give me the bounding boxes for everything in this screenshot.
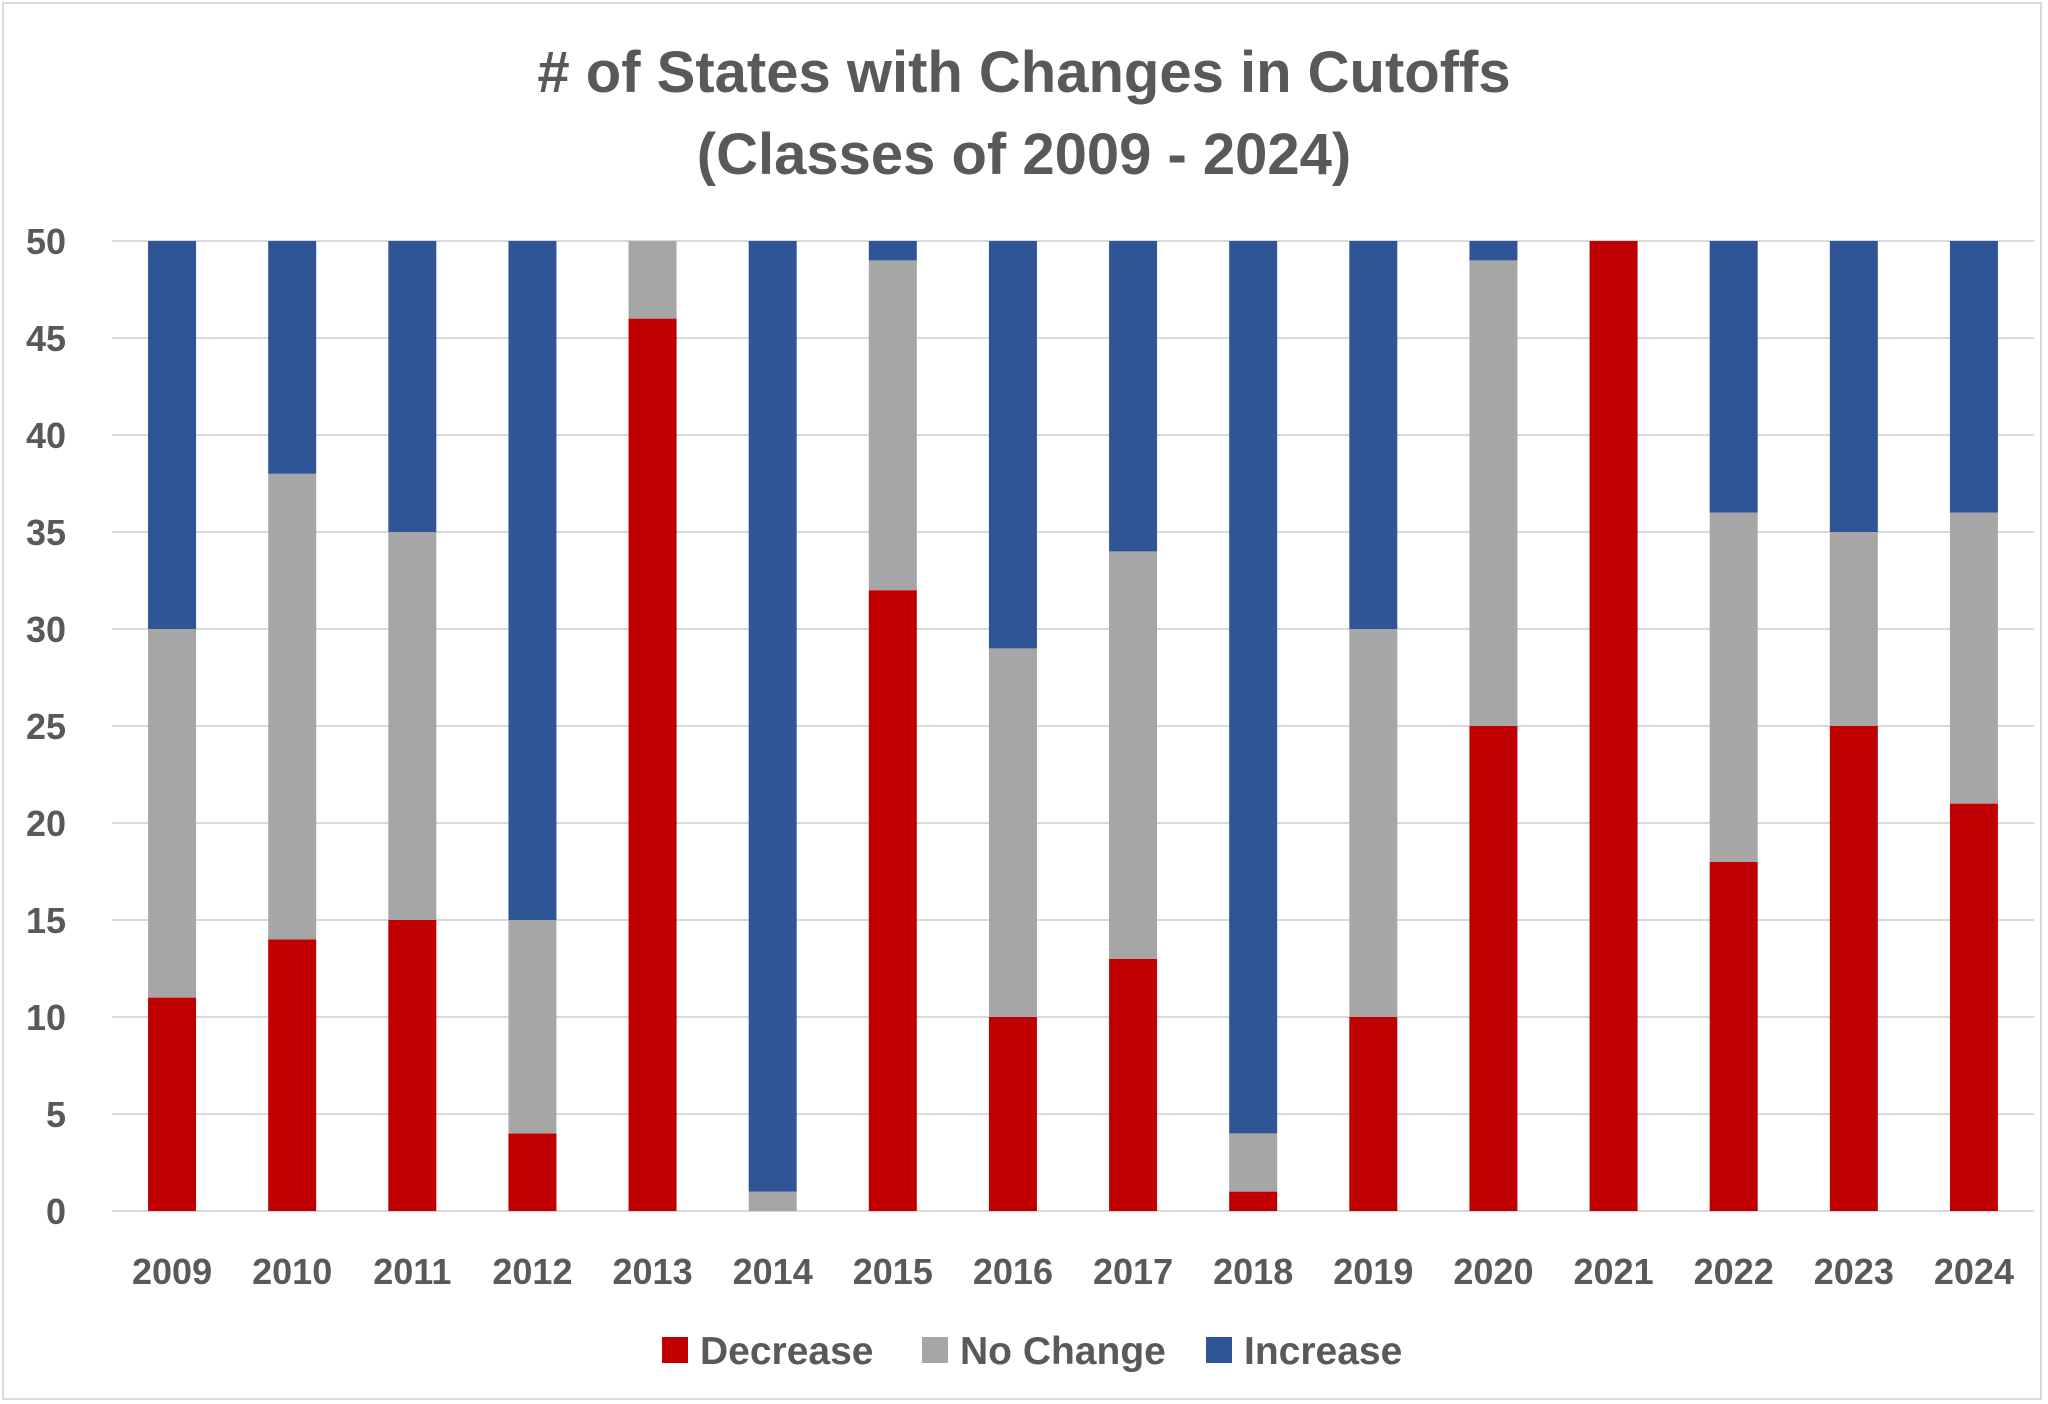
x-tick-label: 2010 (252, 1251, 332, 1292)
bar-2021-decrease (1589, 241, 1638, 1211)
bar-2017-no-change (1109, 551, 1158, 959)
x-tick-label: 2011 (373, 1251, 451, 1292)
bars (148, 241, 1998, 1212)
bar-2011-decrease (388, 920, 437, 1211)
y-tick-label: 35 (26, 512, 66, 553)
bar-2018-no-change (1229, 1133, 1278, 1192)
legend-label-increase: Increase (1244, 1330, 1402, 1373)
x-tick-label: 2012 (492, 1251, 572, 1292)
x-tick-label: 2020 (1453, 1251, 1533, 1292)
bar-2020-decrease (1469, 726, 1518, 1211)
bar-2016-decrease (988, 1017, 1037, 1211)
x-tick-label: 2022 (1694, 1251, 1774, 1292)
chart-title-line-1: # of States with Changes in Cutoffs (537, 40, 1510, 105)
x-tick-label: 2009 (132, 1251, 212, 1292)
legend-swatch-increase (1206, 1337, 1232, 1363)
bar-2013-no-change (628, 241, 677, 319)
bar-2010-no-change (268, 473, 317, 940)
legend-swatch-no-change (922, 1337, 948, 1363)
x-tick-label: 2016 (973, 1251, 1053, 1292)
y-tick-label: 5 (46, 1094, 66, 1135)
bar-2019-no-change (1349, 629, 1398, 1017)
x-tick-label: 2023 (1814, 1251, 1894, 1292)
y-tick-label: 15 (26, 900, 66, 941)
y-tick-label: 0 (46, 1191, 66, 1232)
x-axis-tick-labels: 2009 2010 2011 2012 2013 2014 2015 2016 2017 2018… (132, 1251, 2014, 1292)
bar-2015-decrease (868, 590, 917, 1211)
legend-swatch-decrease (662, 1337, 688, 1363)
bar-2022-no-change (1709, 512, 1758, 862)
bar-2020-no-change (1469, 260, 1518, 726)
legend: Decrease No Change Increase (662, 1330, 1402, 1373)
bar-2010-decrease (268, 939, 317, 1211)
bar-2011-increase (388, 241, 437, 532)
y-tick-label: 40 (26, 415, 66, 456)
bar-2018-increase (1229, 241, 1278, 1134)
y-tick-label: 30 (26, 609, 66, 650)
bar-2023-increase (1829, 241, 1878, 532)
bar-2019-decrease (1349, 1017, 1398, 1211)
x-tick-label: 2019 (1333, 1251, 1413, 1292)
bar-2022-increase (1709, 241, 1758, 513)
bar-2024-increase (1949, 241, 1998, 513)
x-tick-label: 2014 (733, 1251, 813, 1292)
bar-2010-increase (268, 241, 317, 474)
chart-svg: # of States with Changes in Cutoffs (Cla… (26, 40, 2034, 1373)
x-tick-label: 2015 (853, 1251, 933, 1292)
chart-title: # of States with Changes in Cutoffs (Cla… (537, 40, 1510, 187)
y-tick-label: 25 (26, 706, 66, 747)
bar-2016-no-change (988, 648, 1037, 1017)
bar-2024-no-change (1949, 512, 1998, 804)
x-tick-label: 2017 (1093, 1251, 1173, 1292)
bar-2012-decrease (508, 1133, 557, 1211)
x-tick-label: 2021 (1574, 1251, 1654, 1292)
bar-2023-decrease (1829, 726, 1878, 1211)
y-tick-label: 50 (26, 221, 66, 262)
x-tick-label: 2018 (1213, 1251, 1293, 1292)
legend-label-decrease: Decrease (700, 1330, 873, 1373)
bar-2014-increase (748, 241, 797, 1192)
bar-2017-increase (1109, 241, 1158, 552)
bar-2018-decrease (1229, 1191, 1278, 1211)
bar-2024-decrease (1949, 803, 1998, 1211)
bar-2016-increase (988, 241, 1037, 649)
y-tick-label: 10 (26, 997, 66, 1038)
x-tick-label: 2024 (1934, 1251, 2014, 1292)
bar-2011-no-change (388, 532, 437, 920)
bar-2013-decrease (628, 318, 677, 1212)
bar-2022-decrease (1709, 861, 1758, 1211)
y-axis-tick-labels: 0 5 10 15 20 25 30 35 40 45 50 (26, 221, 66, 1232)
bar-2015-no-change (868, 260, 917, 591)
legend-label-no-change: No Change (960, 1330, 1166, 1373)
bar-2023-no-change (1829, 532, 1878, 726)
bar-2009-increase (148, 241, 197, 629)
chart-title-line-2: (Classes of 2009 - 2024) (697, 122, 1351, 187)
bar-2009-no-change (148, 629, 197, 998)
bar-2009-decrease (148, 997, 197, 1211)
bar-2014-no-change (748, 1191, 797, 1211)
bar-2015-increase (868, 241, 917, 261)
bar-2019-increase (1349, 241, 1398, 629)
y-tick-label: 20 (26, 803, 66, 844)
x-tick-label: 2013 (613, 1251, 693, 1292)
bar-2012-no-change (508, 920, 557, 1134)
bar-2017-decrease (1109, 958, 1158, 1211)
y-tick-label: 45 (26, 318, 66, 359)
bar-2012-increase (508, 241, 557, 920)
bar-2020-increase (1469, 241, 1518, 261)
